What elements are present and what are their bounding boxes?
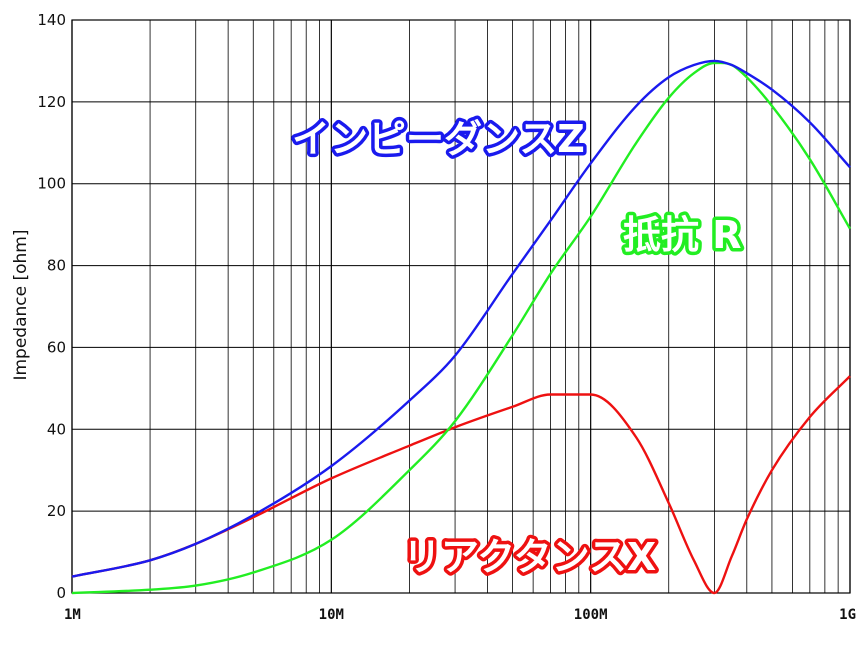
y-axis-label: Impedance [ohm]: [11, 229, 31, 380]
x-tick-label: 10M: [319, 607, 344, 623]
series-line-0: [71, 59, 851, 578]
y-tick-label: 20: [47, 502, 66, 520]
y-tick-label: 140: [37, 11, 66, 29]
y-tick-label: 120: [37, 93, 66, 111]
y-tick-label: 100: [37, 175, 66, 193]
y-tick-label: 80: [47, 257, 66, 275]
grid: [71, 19, 851, 594]
x-tick-label: 1G: [839, 607, 856, 623]
plot-frame: [71, 19, 851, 594]
y-tick-label: 40: [47, 420, 66, 438]
series-lines: [71, 59, 852, 595]
annotation-impedance-z: インピーダンスZ: [292, 117, 585, 161]
annotation-reactance-x: リアクタンスX: [403, 535, 656, 579]
x-tick-label: 100M: [574, 607, 608, 623]
annotation-resistance-r: 抵抗 R: [623, 213, 742, 257]
y-tick-label: 0: [56, 584, 66, 602]
series-line-2: [71, 375, 851, 595]
series-line-1: [71, 61, 852, 595]
axes: 0 20 40 60 80 100 120 140 1M 10M 100M 1G: [37, 11, 856, 623]
y-tick-label: 60: [47, 338, 66, 356]
x-tick-label: 1M: [64, 607, 81, 623]
